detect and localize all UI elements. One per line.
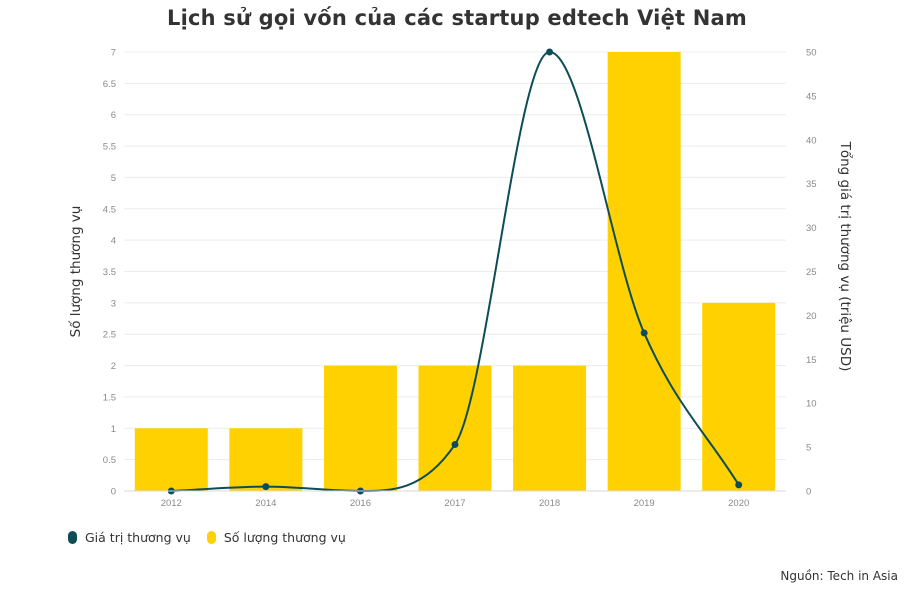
y-tick-label-right: 25 [806,267,817,278]
axes: 0 0.5 1 1.5 2 2.5 3 3.5 4 4.5 5 5.5 6 6.5 7 0 5 10 15 20 25 3… [67,48,854,510]
x-tick-label: 2016 [350,498,371,509]
chart-title: Lịch sử gọi vốn của các startup edtech V… [166,6,748,30]
y-tick-label-left: 5 [111,173,116,184]
y-tick-label-left: 7 [111,48,116,59]
y-tick-label-right: 45 [806,91,817,102]
legend-item-count[interactable]: Số lượng thương vụ [206,530,346,545]
y-tick-label-left: 4.5 [103,204,116,215]
legend-label-value: Giá trị thương vụ [85,530,191,545]
x-tick-label: 2018 [539,498,560,509]
y-tick-label-right: 10 [806,399,817,410]
y-tick-label-left: 1 [111,424,116,435]
bar-2017 [418,365,492,491]
y-tick-label-left: 0 [111,487,116,498]
value-point-2020 [735,481,743,489]
y-tick-label-right: 50 [806,48,817,59]
x-tick-label: 2014 [255,498,276,509]
line-series [167,48,743,495]
legend-label-count: Số lượng thương vụ [223,530,346,545]
value-point-2014 [262,483,270,491]
y-tick-label-left: 6 [111,110,116,121]
y-axis-title-right: Tổng giá trị thương vụ (triệu USD) [837,141,854,372]
x-tick-label: 2020 [728,498,749,509]
bar-2019 [607,52,681,491]
y-tick-label-right: 5 [806,443,811,454]
y-tick-label-left: 2.5 [103,330,116,341]
bar-2012 [134,428,208,491]
y-tick-label-right: 35 [806,179,817,190]
y-tick-label-left: 3.5 [103,267,116,278]
legend: Giá trị thương vụ Số lượng thương vụ [68,530,362,545]
x-tick-label: 2019 [634,498,655,509]
value-point-2018 [546,48,554,56]
legend-item-value[interactable]: Giá trị thương vụ [68,530,191,545]
y-tick-label-left: 4 [111,236,116,247]
y-tick-label-left: 1.5 [103,392,116,403]
legend-swatch-count [206,531,216,544]
legend-swatch-value [68,531,77,544]
y-tick-label-left: 2 [111,361,116,372]
y-tick-label-right: 30 [806,223,817,234]
y-tick-label-right: 40 [806,135,817,146]
bar-series [134,52,776,491]
value-point-2019 [640,329,648,337]
value-point-2017 [451,440,459,448]
y-tick-label-left: 3 [111,298,116,309]
y-axis-title-left: Số lượng thương vụ [67,206,84,338]
x-tick-label: 2017 [444,498,465,509]
y-tick-label-right: 0 [806,487,811,498]
bar-2018 [513,365,587,491]
x-tick-label: 2012 [161,498,182,509]
y-tick-label-right: 15 [806,355,817,366]
y-tick-label-right: 20 [806,311,817,322]
bar-2014 [229,428,303,491]
y-tick-label-left: 6.5 [103,79,116,90]
y-tick-label-left: 5.5 [103,142,116,153]
source-note: Nguồn: Tech in Asia [780,569,898,583]
bar-2020 [702,302,776,491]
bar-2016 [323,365,397,491]
y-tick-label-left: 0.5 [103,455,116,466]
